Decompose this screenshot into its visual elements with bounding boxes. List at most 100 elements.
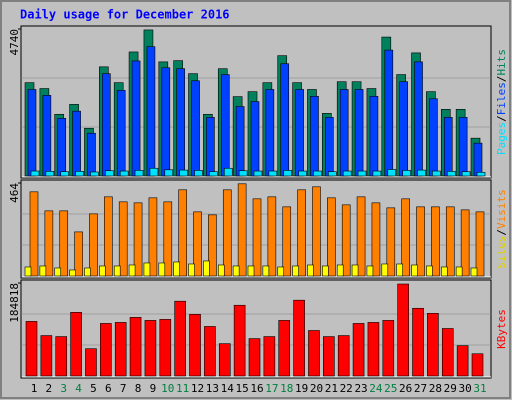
bar [341, 204, 351, 277]
legend: Sites/Visits [495, 189, 508, 269]
bar [458, 117, 468, 177]
bar [179, 169, 188, 177]
bar [54, 267, 62, 277]
bar [55, 336, 68, 377]
bar [278, 320, 291, 377]
x-tick-label: 10 [161, 382, 174, 395]
bar [203, 260, 210, 277]
bar [24, 266, 32, 277]
bar [473, 142, 483, 177]
bar [441, 328, 454, 377]
bar [176, 68, 185, 177]
bar [280, 63, 290, 177]
bar [307, 264, 314, 277]
bar [209, 171, 218, 177]
bar [222, 189, 232, 277]
legend-separator: / [495, 76, 508, 83]
bar [357, 170, 367, 177]
bar [427, 313, 439, 377]
bar [297, 189, 306, 277]
bar [237, 183, 247, 277]
x-tick-label: 16 [250, 382, 263, 395]
bar [471, 353, 484, 377]
bar [252, 198, 262, 277]
x-tick-label: 26 [399, 382, 412, 395]
bar [204, 326, 216, 377]
bar [298, 170, 307, 177]
bar [116, 90, 126, 177]
legend: Pages/Files/Hits [495, 49, 508, 155]
bar [45, 171, 55, 177]
bar [282, 206, 292, 277]
bar [310, 95, 319, 177]
bar [295, 89, 304, 177]
y-tick-label: 184818 [8, 283, 21, 323]
bar [325, 117, 334, 177]
x-tick-label: 30 [459, 382, 472, 395]
bar [339, 89, 349, 177]
bar [352, 323, 365, 377]
bar [143, 262, 151, 277]
bar [292, 265, 299, 277]
bar [233, 304, 246, 377]
bar [262, 265, 270, 277]
bar [470, 267, 478, 277]
bar [90, 171, 99, 177]
x-tick-label: 21 [325, 382, 338, 395]
bar [72, 110, 81, 177]
bar [414, 61, 423, 177]
bar [411, 264, 418, 277]
bar [148, 197, 158, 277]
bar [396, 263, 403, 277]
bar [133, 202, 143, 277]
bar [149, 167, 159, 177]
y-tick-label: 464 [8, 183, 21, 203]
x-tick-label: 6 [105, 382, 112, 395]
bar [218, 343, 231, 377]
x-tick-label: 11 [176, 382, 189, 395]
bar [399, 81, 408, 177]
bar [263, 336, 276, 377]
x-tick-label: 3 [60, 382, 67, 395]
bar [75, 171, 84, 177]
bar [161, 67, 171, 177]
bar [232, 265, 240, 277]
bar [354, 89, 364, 177]
bar [253, 170, 263, 177]
bar [163, 201, 173, 277]
bar [402, 170, 411, 177]
bar [445, 206, 455, 277]
bar [387, 169, 397, 177]
bar [337, 335, 350, 377]
legend-separator: / [495, 229, 508, 236]
bar [84, 267, 91, 277]
bar [235, 106, 245, 177]
y-tick-label: 4740 [8, 29, 21, 56]
x-tick-label: 23 [354, 382, 367, 395]
legend-entry: Sites [495, 236, 508, 269]
bar [440, 266, 448, 277]
bar [70, 312, 82, 377]
legend: KBytes [495, 309, 508, 349]
bar [119, 170, 129, 177]
bar [174, 300, 186, 377]
x-tick-label: 15 [236, 382, 249, 395]
bar [313, 170, 322, 177]
bar [60, 171, 70, 177]
bar [164, 169, 174, 177]
bar [238, 170, 248, 177]
bar [293, 299, 305, 377]
bar [104, 196, 113, 277]
bar [29, 191, 39, 277]
bar [372, 170, 382, 177]
bar [461, 171, 471, 177]
x-tick-label: 17 [265, 382, 278, 395]
bar [27, 89, 37, 177]
bar [25, 321, 38, 377]
bar [312, 186, 321, 277]
bar [416, 206, 425, 277]
bar [336, 264, 344, 277]
x-tick-label: 2 [46, 382, 53, 395]
